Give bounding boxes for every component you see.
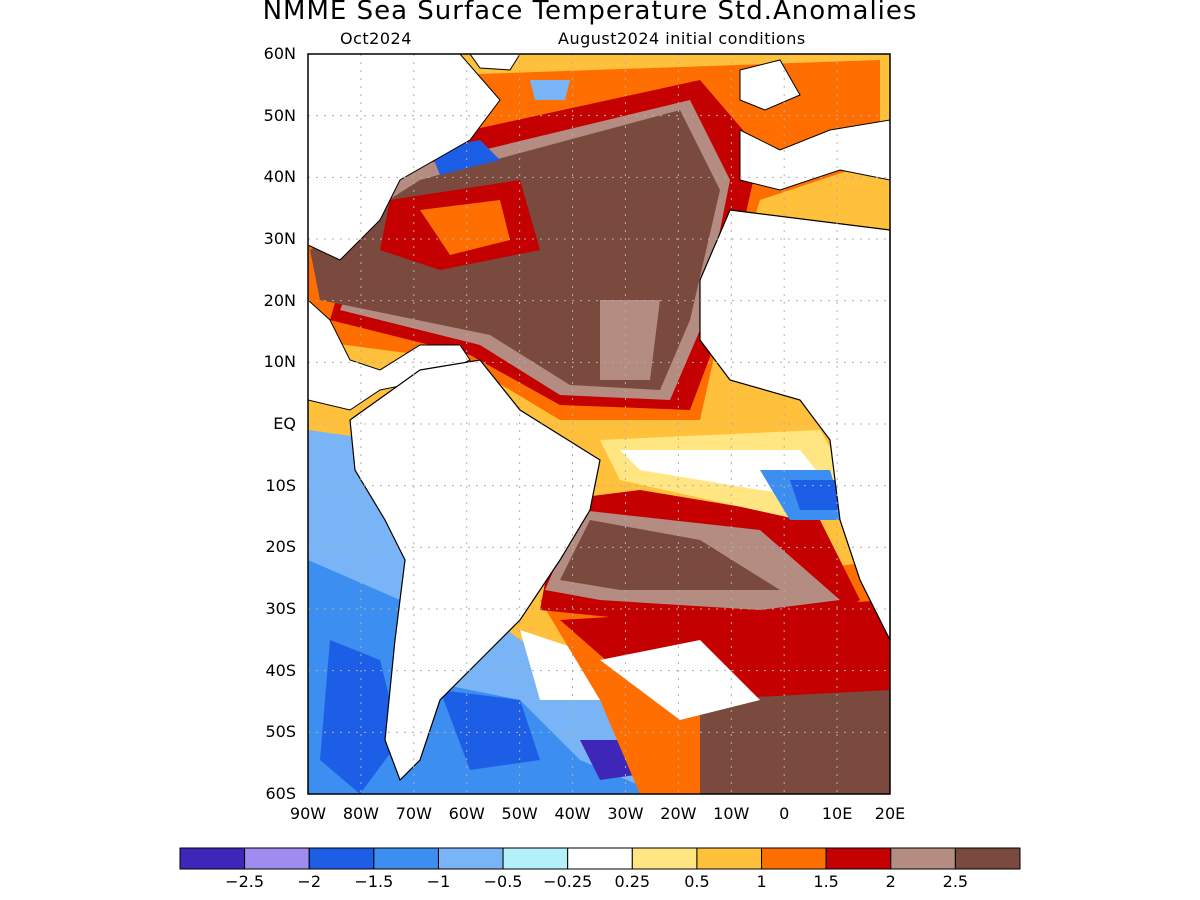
colorbar-tick-label: −1.5 <box>354 872 394 891</box>
colorbar-tick-label: 1.5 <box>813 872 839 891</box>
south-america <box>349 359 601 782</box>
longitude-label: 80W <box>342 804 379 823</box>
colorbar-swatch <box>825 847 892 870</box>
colorbar-swatch <box>954 847 1021 870</box>
colorbar <box>179 847 1021 870</box>
latitude-label: 10N <box>263 352 296 372</box>
colorbar-tick-label: 2 <box>885 872 896 891</box>
colorbar-swatch <box>308 847 375 870</box>
central-america <box>307 298 471 411</box>
colorbar-swatch <box>179 847 246 870</box>
forecast-month: Oct2024 <box>340 29 412 48</box>
longitude-label: 0 <box>779 804 790 823</box>
latitude-label: EQ <box>273 414 296 433</box>
map-frame <box>307 53 891 795</box>
latitude-label: 20S <box>265 537 296 557</box>
colorbar-tick-label: −0.5 <box>483 872 523 891</box>
longitude-label: 60W <box>448 804 485 823</box>
longitude-label: 50W <box>501 804 538 823</box>
latitude-label: 50S <box>265 722 296 742</box>
colorbar-tick-label: −2 <box>297 872 322 891</box>
longitude-label: 20W <box>660 804 697 823</box>
latitude-label: 20N <box>263 290 296 310</box>
longitude-label: 40W <box>554 804 591 823</box>
colorbar-tick-label: 0.25 <box>614 872 651 891</box>
longitude-label: 10E <box>821 804 853 823</box>
initial-conditions: August2024 initial conditions <box>558 29 806 48</box>
latitude-label: 30N <box>263 229 296 248</box>
longitude-label: 90W <box>289 804 327 823</box>
longitude-label: 30W <box>607 804 644 823</box>
longitude-label: 10W <box>713 804 750 823</box>
colorbar-swatch <box>502 847 569 870</box>
colorbar-swatch <box>890 847 956 870</box>
colorbar-tick-label: −0.25 <box>543 872 593 891</box>
latitude-label: 10S <box>265 475 296 495</box>
colorbar-tick-label: −1 <box>426 872 451 891</box>
latitude-label: 60N <box>263 44 296 63</box>
colorbar-swatch <box>244 847 310 870</box>
colorbar-swatch <box>696 847 763 870</box>
chart-title: NMME Sea Surface Temperature Std.Anomali… <box>262 0 918 26</box>
latitude-label: 30S <box>265 599 296 618</box>
graticule <box>308 54 890 794</box>
british-isles <box>739 59 801 111</box>
latitude-label: 60S <box>265 784 296 803</box>
colorbar-swatch <box>567 847 633 870</box>
longitude-label: 70W <box>395 804 432 823</box>
land-masses <box>307 53 891 782</box>
colorbar-swatch <box>631 847 698 870</box>
latitude-label: 40N <box>263 167 296 187</box>
latitude-label: 40S <box>265 660 296 680</box>
colorbar-tick-label: 2.5 <box>942 872 969 891</box>
colorbar-swatch <box>373 847 439 870</box>
colorbar-swatch <box>761 847 827 870</box>
colorbar-swatch <box>437 847 504 870</box>
colorbar-tick-label: −2.5 <box>225 872 265 891</box>
longitude-label: 20E <box>874 804 906 823</box>
colorbar-tick-label: 1 <box>756 872 767 891</box>
north-america <box>307 53 501 261</box>
colorbar-tick-label: 0.5 <box>684 872 710 891</box>
latitude-label: 50N <box>263 105 296 125</box>
